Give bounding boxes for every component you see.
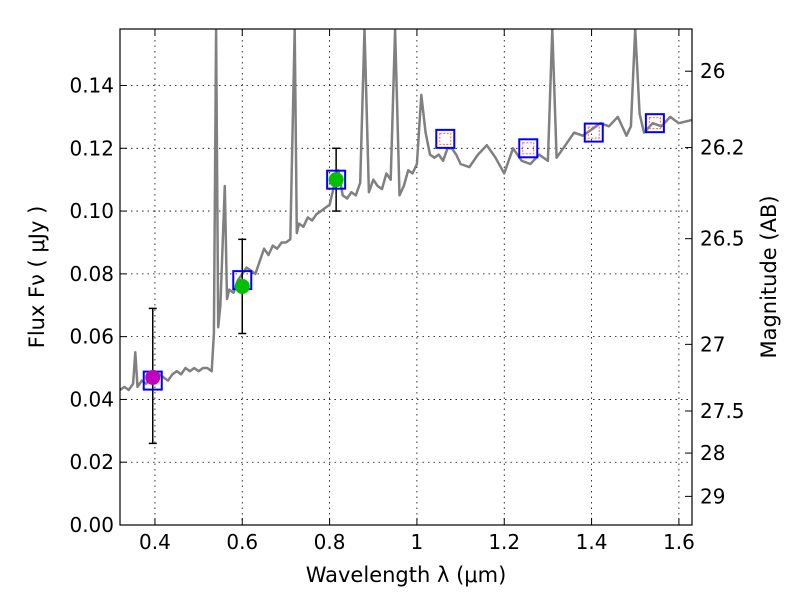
y-tick-label: 0.08 — [69, 262, 114, 286]
model-band-box — [644, 113, 665, 134]
detection-point — [234, 278, 250, 294]
y-tick-label: 0.14 — [69, 74, 114, 98]
right-tick-label: 27.5 — [700, 399, 745, 423]
x-tick-label: 1.6 — [663, 530, 695, 554]
upper-limit-marker — [648, 117, 661, 130]
axis-ticks: 0.4 0.6 0.8 1 1.2 1.4 1.6 0.00 0.02 0.04 0.06 0.08 0… — [69, 29, 745, 554]
right-tick-label: 28 — [700, 441, 725, 465]
model-band-box — [518, 138, 539, 159]
model-band-box — [583, 122, 604, 143]
upper-limit-marker — [522, 142, 535, 155]
right-tick-label: 26.2 — [700, 136, 745, 160]
x-tick-label: 1 — [411, 530, 424, 554]
x-tick-label: 0.4 — [139, 530, 171, 554]
detection-point — [328, 172, 344, 188]
y-axis-label: Flux Fν ( μJy ) — [25, 206, 49, 349]
x-tick-label: 0.6 — [226, 530, 258, 554]
y-tick-label: 0.04 — [69, 387, 114, 411]
model-spectrum-line — [120, 29, 692, 392]
y-tick-label: 0.02 — [69, 450, 114, 474]
x-tick-label: 1.4 — [576, 530, 608, 554]
y-tick-label: 0.06 — [69, 325, 114, 349]
upper-limit-marker — [587, 126, 600, 139]
y-tick-label: 0.00 — [69, 513, 114, 537]
right-tick-label: 26.5 — [700, 227, 745, 251]
x-tick-label: 0.8 — [314, 530, 346, 554]
right-tick-label: 27 — [700, 332, 725, 356]
y-tick-label: 0.12 — [69, 136, 114, 160]
upper-limit-marker — [439, 132, 452, 145]
model-band-box — [326, 169, 347, 190]
detection-point — [145, 369, 161, 385]
plot-frame — [119, 28, 693, 526]
y-tick-label: 0.10 — [69, 199, 114, 223]
x-axis-label: Wavelength λ (μm) — [306, 563, 507, 587]
grid-lines — [120, 29, 692, 525]
right-axis-label: Magnitude (AB) — [757, 195, 781, 358]
x-tick-label: 1.2 — [488, 530, 520, 554]
photometry-layer — [142, 113, 665, 445]
model-spectrum-layer — [120, 29, 692, 392]
right-tick-label: 26 — [700, 59, 725, 83]
model-band-box — [435, 128, 456, 149]
right-tick-label: 29 — [700, 484, 725, 508]
